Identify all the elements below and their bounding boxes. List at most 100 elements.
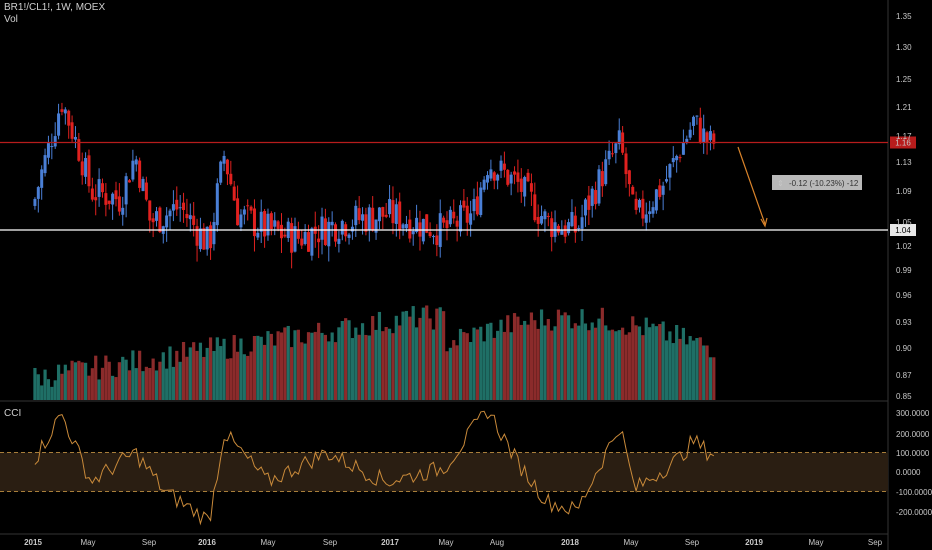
volume-bar [610, 329, 615, 400]
volume-bar [465, 333, 469, 400]
volume-bar [509, 332, 513, 400]
volume-bar [73, 362, 78, 400]
candle-body [516, 172, 520, 182]
candle-body [364, 214, 368, 232]
volume-bar [462, 332, 466, 400]
candle-body [205, 226, 209, 250]
candle-body [165, 215, 169, 228]
volume-bar [705, 345, 709, 400]
volume-bar [563, 312, 567, 400]
measure-box [772, 175, 862, 190]
candle-body [398, 201, 402, 230]
candle-body [651, 207, 655, 214]
candle-body [573, 215, 577, 233]
candle-body [367, 207, 371, 230]
volume-bar [208, 337, 213, 400]
volume-bar [496, 330, 500, 400]
volume-bar [276, 331, 280, 400]
candle-body [337, 238, 341, 244]
candle-body [330, 221, 334, 226]
resistance-price-label: 1.16 [895, 139, 911, 148]
candle-body [155, 211, 159, 221]
volume-bar [593, 327, 598, 400]
candle-body [225, 159, 229, 175]
volume-bar [685, 344, 689, 400]
price-tick-label: 0.87 [896, 371, 912, 380]
candle-body [36, 187, 40, 199]
candle-body [482, 179, 486, 190]
volume-bar [310, 332, 314, 400]
candle-body [124, 176, 128, 205]
volume-bar [222, 338, 226, 400]
volume-bar [418, 317, 422, 400]
cci-tick-label: -100.0000 [896, 488, 932, 497]
volume-bar [398, 325, 402, 400]
volume-bar [556, 309, 561, 400]
volume-bar [512, 313, 517, 400]
price-tick-label: 0.96 [896, 291, 912, 300]
price-tick-label: 0.93 [896, 318, 912, 327]
candle-body [40, 169, 44, 188]
volume-bar [560, 315, 564, 400]
candle-body [391, 200, 395, 224]
volume-bar [442, 311, 446, 400]
candle-body [519, 178, 523, 192]
volume-bar [448, 347, 452, 400]
volume-bar [286, 325, 290, 400]
volume-bar [455, 345, 459, 400]
volume-bar [225, 358, 230, 400]
candle-body [138, 160, 142, 188]
time-tick-label: Sep [323, 538, 338, 547]
candle-body [148, 200, 152, 221]
candle-body [242, 209, 246, 215]
candle-body [627, 170, 631, 185]
volume-bar [624, 334, 628, 400]
candle-body [415, 217, 419, 232]
candle-body [486, 175, 490, 183]
candle-body [600, 171, 604, 187]
volume-bar [83, 362, 88, 400]
candle-body [198, 228, 202, 250]
volume-bar [489, 322, 493, 400]
cci-tick-label: 200.0000 [896, 430, 930, 439]
volume-bar [232, 335, 236, 400]
volume-bar [381, 331, 385, 400]
candle-body [296, 229, 300, 239]
volume-bar [114, 377, 118, 400]
candle-body [121, 207, 125, 215]
volume-bar [306, 332, 311, 400]
volume-bar [506, 315, 510, 400]
candle-body [300, 238, 304, 246]
candle-body [100, 183, 104, 193]
volume-bar [651, 323, 655, 400]
volume-bar [431, 329, 436, 400]
candle-body [513, 171, 517, 175]
candle-body [141, 178, 145, 192]
candle-body [381, 207, 385, 217]
time-tick-label: May [623, 538, 638, 547]
candle-body [310, 228, 314, 256]
volume-bar [60, 373, 64, 400]
volume-bar [313, 331, 317, 400]
volume-bar [401, 311, 405, 400]
volume-bar [350, 338, 355, 400]
candle-body [654, 189, 658, 211]
volume-bar [688, 336, 692, 400]
candle-body [661, 185, 665, 195]
volume-bar [485, 323, 490, 400]
volume-bar [712, 357, 716, 400]
volume-bar [330, 332, 334, 400]
candle-body [276, 221, 280, 229]
candle-body [283, 234, 287, 237]
volume-bar [175, 350, 179, 400]
candle-body [462, 200, 466, 208]
volume-bar [435, 308, 439, 400]
candle-body [131, 160, 135, 180]
candle-body [46, 143, 50, 158]
volume-label: Vol [4, 14, 18, 25]
candle-body [394, 204, 398, 224]
volume-bar [597, 318, 601, 400]
candle-body [73, 136, 77, 140]
volume-bar [583, 323, 588, 400]
